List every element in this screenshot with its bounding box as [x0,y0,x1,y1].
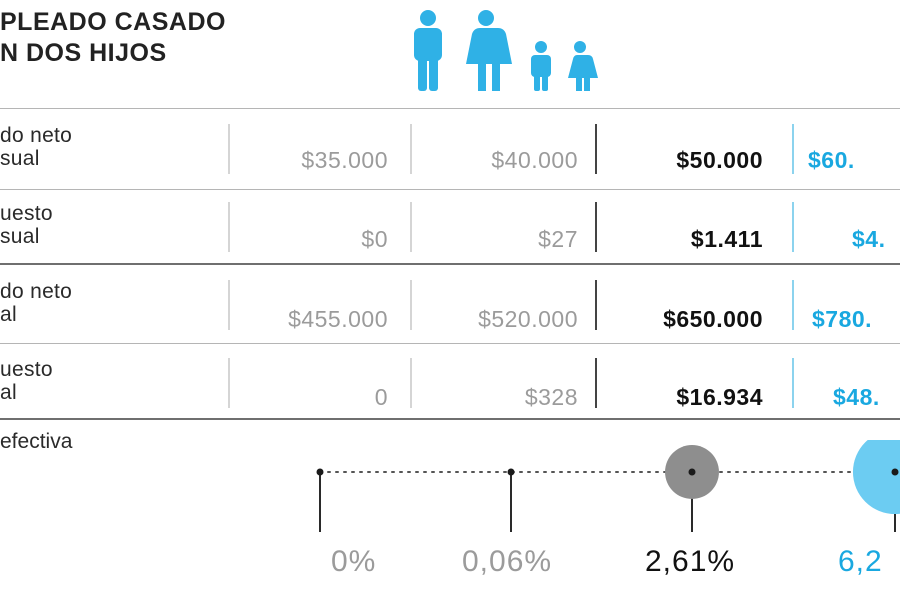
column-separator [595,358,597,408]
column-separator [228,124,230,174]
row-2-label-line-1: uesto [0,202,53,225]
row-4-label: uesto al [0,358,53,404]
row-1-col-4: $60. [808,147,855,173]
row-divider [0,108,900,109]
rate-value-1: 0% [331,545,377,578]
column-separator [228,280,230,330]
column-separator [595,124,597,174]
row-3-col-2: $520.000 [478,306,578,332]
column-separator [792,124,794,174]
row-4-col-3: $16.934 [676,384,763,410]
row-2-label-line-2: sual [0,225,40,249]
row-1-col-1: $35.000 [301,147,388,173]
row-3-col-4: $780. [812,306,873,332]
row-3-col-3: $650.000 [663,306,763,332]
column-separator [410,202,412,252]
row-1-col-3: $50.000 [676,147,763,173]
column-separator [410,358,412,408]
rate-dot [688,468,696,476]
rate-dot [891,468,899,476]
section-divider [0,263,900,265]
row-1-label-line-1: do neto [0,124,73,147]
column-separator [792,280,794,330]
title-line-2: N DOS HIJOS [0,39,167,67]
row-3-label: do neto al [0,280,72,326]
section-divider [0,418,900,420]
column-separator [792,358,794,408]
effective-rate-label: efectiva [0,430,73,453]
rate-value-4: 6,2 [838,545,883,578]
row-1-label-line-2: sual [0,147,40,171]
column-separator [228,358,230,408]
family-icon [414,10,598,91]
row-2-col-3: $1.411 [690,226,763,252]
row-4-col-2: $328 [524,384,578,410]
rate-dot [507,468,515,476]
rate-value-3: 2,61% [645,545,736,578]
row-2-col-1: $0 [361,226,388,252]
column-separator [410,124,412,174]
row-4-label-line-2: al [0,381,17,405]
row-4-label-line-1: uesto [0,358,53,381]
row-2-label: uesto sual [0,202,53,248]
title-line-1: PLEADO CASADO [0,8,226,36]
rate-dot [316,468,324,476]
row-1-label: do neto sual [0,124,72,170]
column-separator [228,202,230,252]
row-3-col-1: $455.000 [288,306,388,332]
row-divider [0,343,900,344]
row-4-col-1: 0 [374,384,388,410]
row-4-col-4: $48. [833,384,880,410]
row-2-col-2: $27 [538,226,578,252]
effective-rate-chart [316,440,900,532]
row-1-col-2: $40.000 [491,147,578,173]
row-3-label-line-1: do neto [0,280,73,303]
column-separator [410,280,412,330]
column-separator [595,280,597,330]
row-2-col-4: $4. [852,226,886,252]
rate-bubble [852,440,900,515]
column-separator [595,202,597,252]
column-separator [792,202,794,252]
rate-value-2: 0,06% [462,545,553,578]
row-divider [0,189,900,190]
row-3-label-line-2: al [0,303,17,327]
